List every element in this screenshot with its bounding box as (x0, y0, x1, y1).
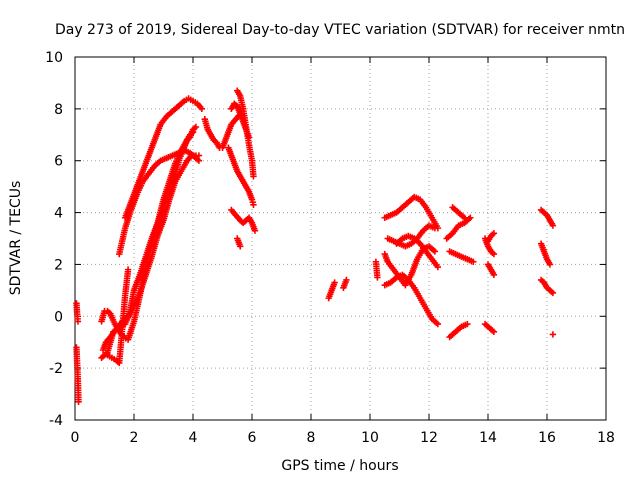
x-tick-label: 6 (248, 430, 257, 446)
x-tick-label: 8 (307, 430, 316, 446)
chart-title: Day 273 of 2019, Sidereal Day-to-day VTE… (55, 22, 625, 38)
data-point (549, 289, 557, 297)
y-tick-label: -4 (49, 413, 63, 429)
series-arc-n (234, 235, 244, 250)
data-point (434, 320, 442, 328)
series-arc-af (537, 240, 554, 268)
series-arc-ag (537, 276, 557, 297)
data-point (251, 227, 259, 234)
series-arc-ad (481, 320, 498, 336)
y-tick-label: 10 (45, 50, 63, 66)
data-point (245, 134, 253, 141)
data-point (490, 271, 498, 278)
data-point (189, 128, 197, 136)
data-point (549, 331, 557, 338)
data-point (250, 201, 257, 208)
data-point (461, 214, 468, 221)
data-point (192, 123, 200, 131)
plot-frame (74, 56, 607, 421)
series-arc-f (104, 266, 132, 367)
data-point (343, 276, 350, 284)
y-tick-label: 2 (54, 257, 63, 273)
data-point (549, 222, 557, 229)
x-tick-label: 12 (420, 430, 438, 446)
data-point (331, 279, 338, 286)
series-arc-ae (537, 206, 557, 229)
x-tick-label: 16 (538, 430, 556, 446)
data-point (546, 261, 554, 268)
series-arc-x (446, 248, 477, 266)
data-point (198, 105, 206, 113)
y-axis-label: SDTVAR / TECUs (8, 181, 24, 296)
series-arc-u (381, 193, 442, 232)
y-tick-label: 4 (54, 206, 63, 222)
series-arc-m (228, 206, 259, 234)
series-arc-e (98, 128, 197, 343)
x-tick-label: 0 (71, 430, 80, 446)
x-axis-label: GPS time / hours (281, 458, 398, 474)
series-arc-y (449, 204, 468, 221)
data-point (75, 398, 82, 406)
y-tick-label: -2 (49, 361, 63, 377)
series-arc-q (372, 258, 381, 281)
data-points (73, 87, 557, 406)
data-point (490, 328, 498, 336)
series-arc-ah (549, 331, 557, 338)
series-arc-a (73, 300, 82, 325)
series-arc-j (225, 144, 257, 208)
y-tick-label: 8 (54, 102, 63, 118)
data-point (237, 243, 244, 250)
data-point (431, 248, 439, 255)
x-tick-label: 4 (189, 430, 198, 446)
data-point (434, 224, 442, 232)
tick-layer: 0 2 4 6 8 10 12 14 16 18 -4 -2 0 2 4 6 8 10 (45, 50, 615, 446)
series-arc-b (73, 344, 82, 406)
series-arc-l (228, 100, 253, 141)
series-arc-s (381, 243, 439, 289)
data-point (195, 157, 203, 164)
data-point (490, 250, 498, 258)
x-tick-label: 2 (130, 430, 139, 446)
data-point (467, 214, 474, 221)
data-point (74, 318, 82, 325)
data-point (374, 274, 381, 281)
x-tick-label: 10 (361, 430, 379, 446)
series-arc-ab (484, 230, 498, 245)
data-point (470, 258, 477, 266)
data-point (124, 266, 132, 273)
x-tick-label: 18 (597, 430, 615, 446)
series-arc-o (325, 279, 338, 302)
series-arc-ac (484, 261, 498, 278)
y-tick-label: 6 (54, 154, 63, 170)
data-point (250, 173, 257, 180)
series-arc-z (446, 320, 471, 341)
data-point (434, 263, 442, 271)
series-arc-w (443, 214, 474, 242)
data-point (490, 230, 498, 237)
series-arc-v (393, 232, 442, 271)
series-arc-r (381, 271, 442, 328)
series-arc-i (201, 110, 244, 151)
series-arc-h (121, 95, 206, 221)
series-arc-p (340, 276, 350, 291)
y-tick-label: 0 (54, 309, 63, 325)
x-tick-label: 14 (479, 430, 497, 446)
data-point (464, 320, 471, 328)
